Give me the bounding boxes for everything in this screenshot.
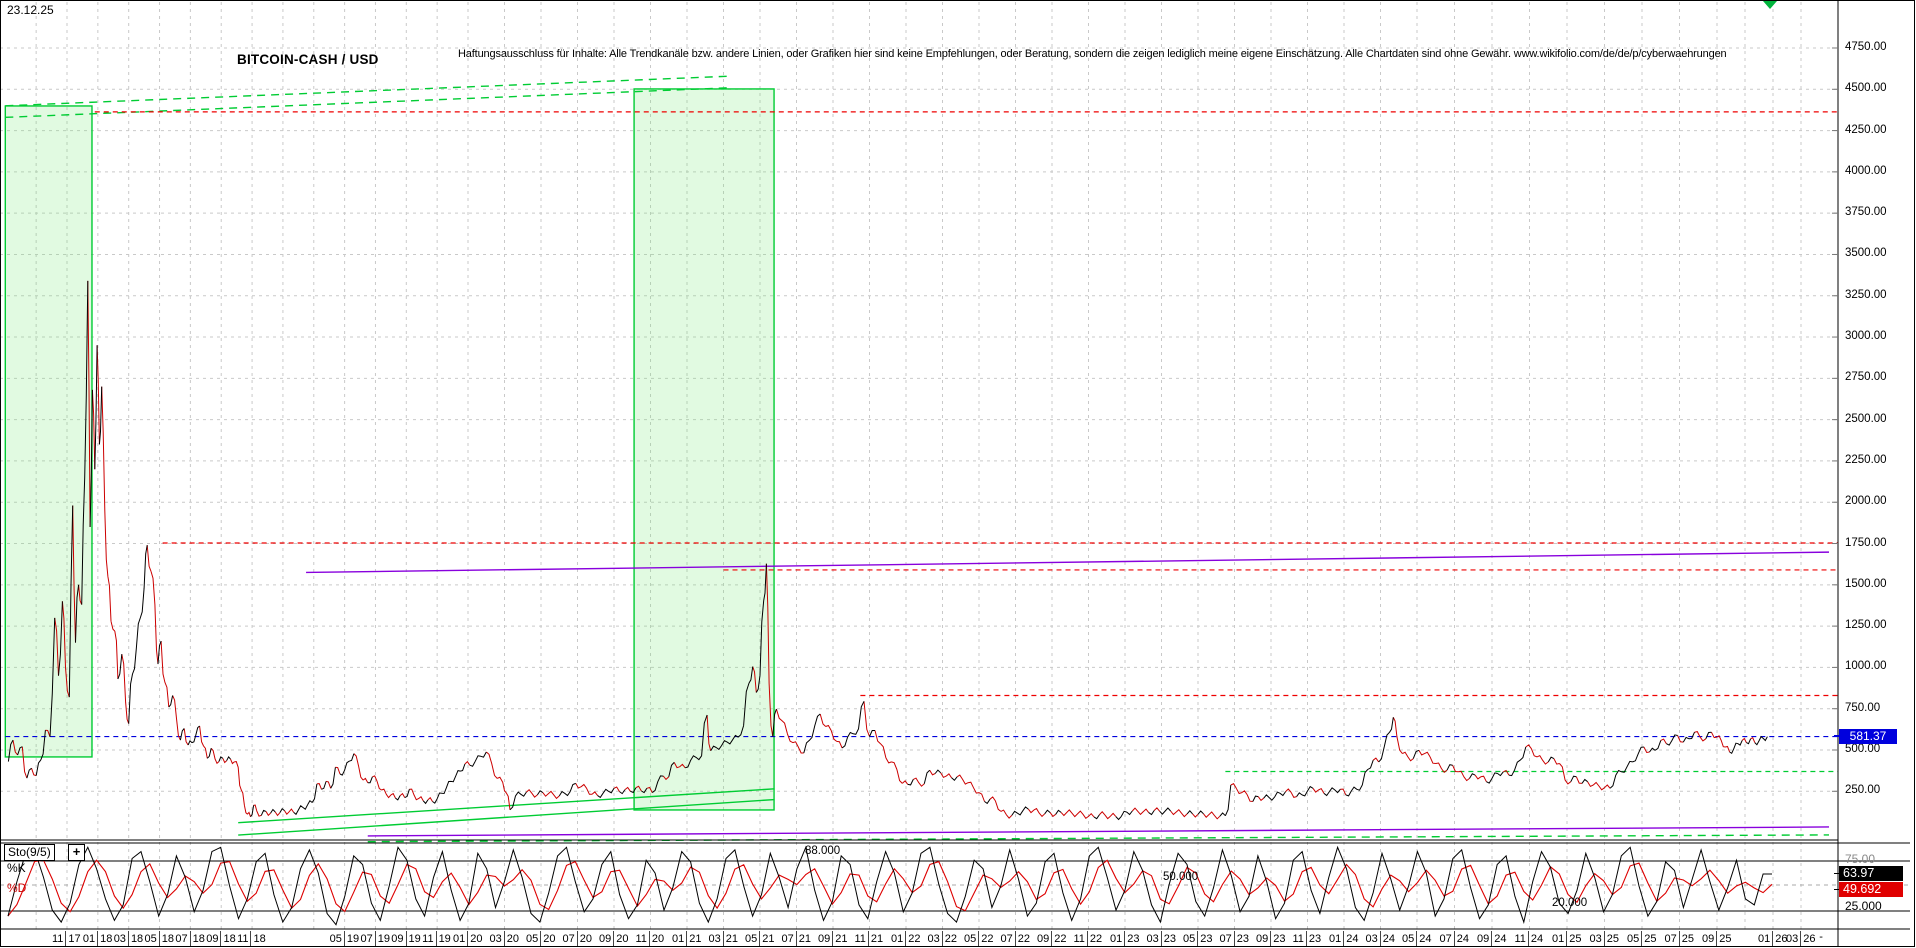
add-indicator-button[interactable]: + (68, 844, 85, 861)
date-axis-label: 07 21 (781, 931, 811, 946)
disclaimer-text: Haftungsausschluss für Inhalte: Alle Tre… (458, 48, 1727, 60)
date-axis-label: 05 25 (1627, 931, 1657, 946)
price-axis-label: 250.00 (1845, 784, 1881, 797)
date-axis-label: 01 18 (82, 931, 113, 946)
date-axis-label: 07 19 (360, 931, 390, 946)
date-axis-label: 01 26 (1758, 931, 1788, 946)
date-axis-label: 09 23 (1256, 931, 1286, 946)
date-axis-label: 01 24 (1329, 931, 1359, 946)
date-axis-label: 07 20 (562, 931, 592, 946)
date-axis-label: 03 20 (489, 931, 519, 946)
latest-bar-marker-icon (1763, 1, 1777, 9)
date-axis-label: 05 23 (1183, 931, 1213, 946)
date-axis-label: 11 18 (237, 931, 266, 946)
date-axis-label: 03 24 (1365, 931, 1395, 946)
price-axis-label: 3000.00 (1845, 330, 1887, 343)
date-axis-label: 07 18 (175, 931, 205, 946)
price-axis-label: 500.00 (1845, 743, 1881, 755)
percent-k-value-tag: 63.97 (1834, 866, 1903, 881)
date-axis-label: 09 18 (206, 931, 236, 946)
date-axis-label: 01 21 (672, 931, 702, 946)
percent-d-value-tag: 49.692 (1834, 882, 1903, 897)
date-axis-end-dash: - (1819, 931, 1823, 943)
date-axis-label: 07 24 (1439, 931, 1469, 946)
date-axis-label: 11 23 (1292, 931, 1322, 946)
date-axis-label: 11 17 (52, 931, 81, 946)
date-axis-label: 05 22 (964, 931, 994, 946)
date-axis-label: 09 25 (1702, 931, 1732, 946)
percent-d-label: %D (7, 881, 27, 895)
date-axis-label: 09 19 (391, 931, 421, 946)
date-axis-label: 03 21 (708, 931, 738, 946)
date-axis-label: 09 22 (1037, 931, 1067, 946)
date-axis-label: 05 24 (1402, 931, 1432, 946)
date-axis-label: 03 22 (927, 931, 957, 946)
price-axis-label: 3500.00 (1845, 247, 1887, 260)
date-axis-label: 03 23 (1146, 931, 1176, 946)
oscillator-annotation: 20.000 (1552, 897, 1588, 909)
percent-k-label: %K (7, 861, 26, 875)
oscillator-level-75-label: 75.00 (1845, 852, 1876, 866)
date-axis-label: 07 22 (1000, 931, 1030, 946)
stochastic-indicator-label[interactable]: Sto(9/5) (4, 844, 55, 861)
date-axis-label: 01 22 (891, 931, 921, 946)
date-axis-label: 05 18 (144, 931, 175, 946)
date-axis-label: 01 23 (1110, 931, 1140, 946)
price-axis-label: 750.00 (1845, 701, 1881, 714)
price-axis-label: 4000.00 (1845, 164, 1887, 177)
date-axis-label: 03 25 (1589, 931, 1619, 946)
price-axis-label: 2750.00 (1845, 371, 1887, 384)
price-axis-label: 4250.00 (1845, 123, 1887, 136)
price-axis-label: 2500.00 (1845, 412, 1887, 425)
chart-date: 23.12.25 (7, 3, 54, 17)
date-axis-label: 01 20 (453, 931, 483, 946)
date-axis-label: 03 18 (113, 931, 144, 946)
price-axis-label: 3750.00 (1845, 206, 1887, 219)
date-axis-label: 03 26 (1786, 931, 1816, 946)
oscillator-annotation: 88.000 (805, 845, 841, 857)
date-axis-label: 11 20 (635, 931, 665, 946)
date-axis-label: 05 19 (329, 931, 360, 946)
date-axis-label: 09 20 (599, 931, 629, 946)
price-axis-label: 1250.00 (1845, 619, 1887, 632)
price-axis-label: 1750.00 (1845, 536, 1887, 549)
date-axis-label: 09 24 (1477, 931, 1507, 946)
date-axis-label: 07 23 (1219, 931, 1249, 946)
date-axis-label: 05 21 (745, 931, 775, 946)
price-axis-label: 4750.00 (1845, 40, 1887, 53)
price-axis-label: 3250.00 (1845, 288, 1887, 301)
date-axis-label: 07 25 (1664, 931, 1694, 946)
date-axis-label: 11 19 (422, 931, 451, 946)
price-axis-label: 1000.00 (1845, 660, 1887, 673)
current-price-tag: 581.37 (1834, 729, 1897, 744)
price-axis-label: 4500.00 (1845, 82, 1887, 95)
price-axis-label: 2250.00 (1845, 453, 1887, 466)
date-axis-label: 05 20 (526, 931, 556, 946)
date-axis-label: 11 24 (1514, 931, 1544, 946)
oscillator-level-25-label: 25.000 (1845, 899, 1882, 913)
date-axis-label: 09 21 (818, 931, 848, 946)
price-axis-label: 1500.00 (1845, 577, 1887, 590)
page-title: BITCOIN-CASH / USD (237, 52, 379, 67)
price-axis-label: 2000.00 (1845, 495, 1887, 508)
date-axis-label: 11 21 (854, 931, 884, 946)
date-axis-label: 11 22 (1073, 931, 1103, 946)
oscillator-annotation: 50.000 (1163, 871, 1199, 883)
date-axis-label: 01 25 (1552, 931, 1582, 946)
